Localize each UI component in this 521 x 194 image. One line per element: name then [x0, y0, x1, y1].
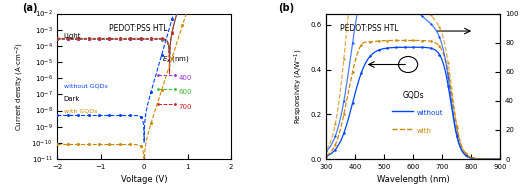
- Text: without GQDs: without GQDs: [64, 83, 107, 88]
- Text: PEDOT:PSS HTL: PEDOT:PSS HTL: [109, 24, 168, 33]
- Text: with: with: [417, 128, 432, 134]
- Text: 600: 600: [179, 89, 192, 95]
- Text: Light: Light: [64, 33, 81, 39]
- Text: 700: 700: [179, 104, 192, 110]
- X-axis label: Voltage (V): Voltage (V): [121, 176, 167, 184]
- Text: Dark: Dark: [64, 96, 80, 102]
- Y-axis label: Responsivity (A/W$^{-1}$): Responsivity (A/W$^{-1}$): [292, 49, 305, 124]
- Text: GQDs: GQDs: [403, 91, 425, 100]
- Text: without: without: [417, 110, 443, 116]
- Text: PEDOT:PSS HTL: PEDOT:PSS HTL: [340, 24, 399, 33]
- X-axis label: Wavelength (nm): Wavelength (nm): [377, 176, 450, 184]
- Text: (a): (a): [22, 3, 38, 13]
- Text: with GQDs: with GQDs: [64, 109, 97, 114]
- Y-axis label: Current density (A$\cdot$cm$^{-2}$): Current density (A$\cdot$cm$^{-2}$): [14, 42, 26, 131]
- Text: (b): (b): [278, 3, 294, 13]
- Text: $E_x$ (nm): $E_x$ (nm): [162, 54, 190, 64]
- Text: 400: 400: [179, 75, 192, 81]
